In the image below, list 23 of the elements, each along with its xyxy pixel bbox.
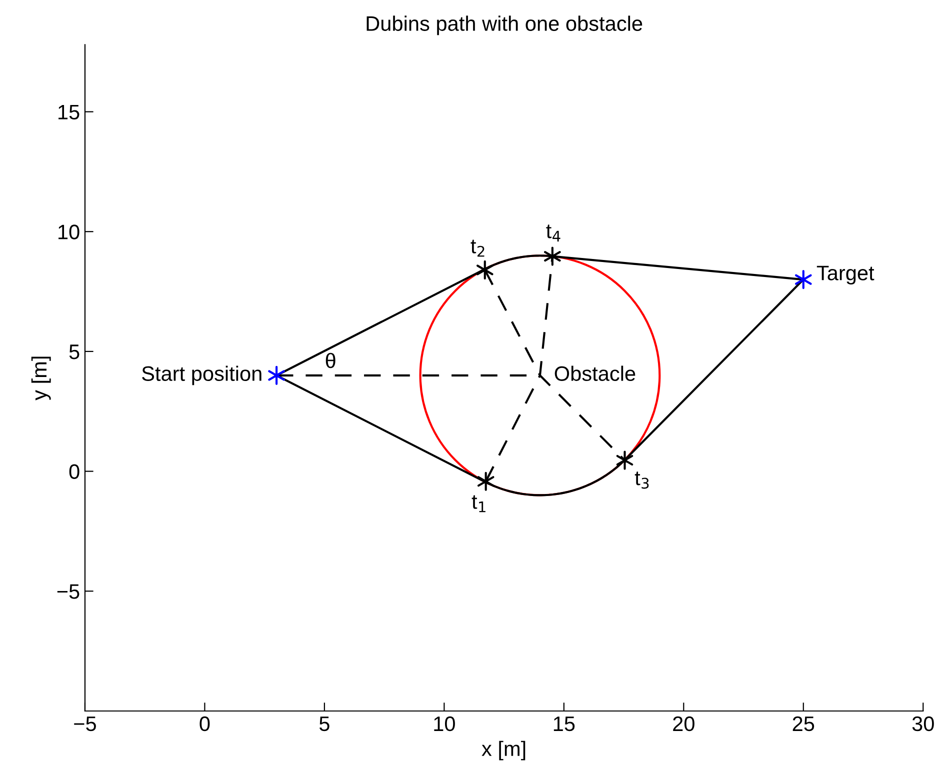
- y-tick-label: 15: [58, 104, 80, 120]
- x-tick-label: 30: [912, 716, 934, 732]
- annotation: Start position: [142, 366, 262, 386]
- y-axis-title: y [m]: [31, 356, 51, 400]
- x-tick-label: 25: [792, 716, 814, 732]
- x-tick-label: 5: [319, 716, 330, 732]
- y-tick-label: −5: [57, 584, 80, 599]
- x-axis-title: x [m]: [482, 740, 526, 760]
- y-tick-label: 5: [69, 344, 80, 360]
- x-tick-label: 15: [554, 716, 575, 732]
- x-tick-label: 20: [673, 716, 694, 732]
- annotation: θ: [326, 352, 336, 368]
- x-tick-label: 0: [200, 716, 210, 732]
- annotation: t$_{3}$: [634, 472, 649, 489]
- annotation: Obstacle: [554, 366, 636, 382]
- chart-title: Dubins path with one obstacle: [366, 16, 642, 36]
- annotation: t$_{2}$: [470, 240, 484, 257]
- y-tick-label: 10: [58, 224, 80, 240]
- x-tick-label: 10: [434, 716, 455, 732]
- annotation: t$_{4}$: [546, 224, 560, 242]
- y-tick-label: 0: [69, 464, 80, 480]
- annotation: Target: [816, 266, 874, 285]
- annotation: t$_{1}$: [472, 495, 486, 512]
